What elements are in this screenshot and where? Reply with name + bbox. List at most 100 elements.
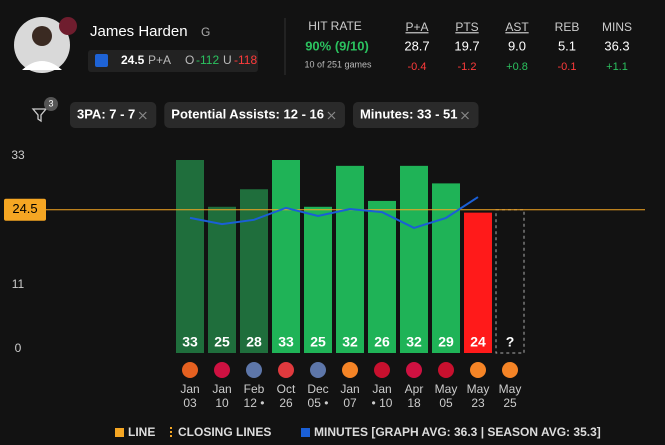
filter-chip-label: Potential Assists: 12 - 16 bbox=[171, 106, 324, 121]
opponent-logo bbox=[246, 362, 262, 378]
under-label: U bbox=[223, 53, 232, 67]
x-tick-label: 26 bbox=[279, 396, 293, 410]
stat-diff: +1.1 bbox=[606, 61, 628, 73]
opponent-logo bbox=[470, 362, 486, 378]
filter-chip-label: 3PA: 7 - 7 bbox=[77, 106, 135, 121]
x-tick-label: Jan bbox=[372, 382, 391, 396]
stat-value: 28.7 bbox=[404, 38, 429, 53]
stat-diff: -1.2 bbox=[458, 61, 477, 73]
legend-line[interactable]: LINE bbox=[128, 425, 155, 439]
hit-rate-value: 90% (9/10) bbox=[305, 38, 369, 53]
bar[interactable] bbox=[432, 183, 460, 353]
opponent-logo bbox=[438, 362, 454, 378]
stat-name: MINS bbox=[602, 20, 632, 34]
stat-name[interactable]: AST bbox=[505, 20, 529, 34]
bar-value-label: 33 bbox=[278, 334, 294, 350]
stat-value: 19.7 bbox=[454, 38, 479, 53]
player-position: G bbox=[201, 25, 210, 39]
opponent-logo bbox=[182, 362, 198, 378]
x-tick-label: 07 bbox=[343, 396, 357, 410]
filter-count-badge bbox=[44, 97, 58, 111]
opponent-logo bbox=[342, 362, 358, 378]
chip-remove[interactable] bbox=[138, 111, 147, 120]
minutes-line bbox=[189, 196, 479, 230]
bar-value-label: ? bbox=[506, 334, 515, 350]
x-tick-label: 10 bbox=[215, 396, 229, 410]
filter-icon[interactable] bbox=[31, 108, 48, 123]
opponent-logo bbox=[310, 362, 326, 378]
stat-value: 5.1 bbox=[558, 38, 576, 53]
y-tick-label: 0 bbox=[15, 341, 22, 355]
filter-chip[interactable] bbox=[164, 102, 345, 128]
stat-diff: +0.8 bbox=[506, 61, 528, 73]
bar-value-label: 28 bbox=[246, 334, 262, 350]
filter-chip[interactable] bbox=[70, 102, 157, 128]
stat-name[interactable]: P+A bbox=[405, 20, 428, 34]
legend-line-swatch bbox=[115, 428, 124, 437]
filter-count: 3 bbox=[48, 98, 53, 108]
bar[interactable] bbox=[240, 189, 268, 353]
x-tick-label: 12 • bbox=[244, 396, 265, 410]
opponent-logo bbox=[374, 362, 390, 378]
x-tick-label: • 10 bbox=[372, 396, 393, 410]
x-tick-label: Feb bbox=[244, 382, 265, 396]
x-tick-label: Jan bbox=[340, 382, 359, 396]
legend-minutes[interactable]: MINUTES [GRAPH AVG: 36.3 | SEASON AVG: 3… bbox=[314, 425, 601, 439]
bar[interactable] bbox=[464, 212, 492, 353]
line-label-box bbox=[4, 198, 46, 221]
x-tick-label: 05 bbox=[439, 396, 453, 410]
chip-remove[interactable] bbox=[461, 111, 469, 120]
stat-value: 36.3 bbox=[604, 38, 629, 53]
bar-value-label: 33 bbox=[182, 334, 198, 350]
team-logo bbox=[59, 17, 77, 35]
x-tick-label: Oct bbox=[277, 382, 296, 396]
x-tick-label: May bbox=[499, 382, 522, 396]
bar-value-label: 32 bbox=[342, 334, 358, 350]
bar[interactable] bbox=[336, 165, 364, 353]
chip-remove[interactable] bbox=[327, 111, 336, 120]
bar-value-label: 25 bbox=[214, 334, 230, 350]
y-tick-label: 11 bbox=[12, 277, 25, 291]
x-tick-label: Apr bbox=[405, 382, 424, 396]
bar-value-label: 29 bbox=[438, 334, 454, 350]
x-tick-label: Dec bbox=[307, 382, 328, 396]
hit-rate-games: 10 of 251 games bbox=[304, 59, 372, 69]
stat-diff: -0.1 bbox=[558, 61, 577, 73]
x-tick-label: May bbox=[435, 382, 458, 396]
x-tick-label: 23 bbox=[471, 396, 485, 410]
opponent-logo bbox=[502, 362, 518, 378]
bar[interactable] bbox=[176, 160, 204, 353]
avatar-shirt bbox=[22, 61, 62, 70]
odds-badge[interactable] bbox=[88, 50, 258, 72]
legend-closing[interactable]: CLOSING LINES bbox=[178, 425, 271, 439]
bar[interactable] bbox=[400, 165, 428, 353]
stat-diff: -0.4 bbox=[408, 61, 427, 73]
player-name: James Harden bbox=[90, 23, 188, 40]
stat-name[interactable]: PTS bbox=[455, 20, 478, 34]
bar-value-label: 24 bbox=[470, 334, 486, 350]
filter-chip[interactable] bbox=[352, 102, 479, 128]
x-tick-label: May bbox=[467, 382, 490, 396]
line-value: 24.5 bbox=[121, 53, 145, 67]
opponent-logo bbox=[214, 362, 230, 378]
filter-chip-label: Minutes: 33 - 51 bbox=[360, 106, 458, 121]
under-odds: -118 bbox=[234, 53, 257, 67]
bar-value-label: 32 bbox=[406, 334, 422, 350]
bar-value-label: 26 bbox=[374, 334, 390, 350]
bar[interactable] bbox=[272, 160, 300, 353]
bar[interactable] bbox=[208, 206, 236, 353]
bar-value-label: 25 bbox=[310, 334, 326, 350]
opponent-logo bbox=[278, 362, 294, 378]
bar[interactable] bbox=[304, 206, 332, 353]
x-tick-label: 25 bbox=[503, 396, 517, 410]
opponent-logo bbox=[406, 362, 422, 378]
x-tick-label: 18 bbox=[407, 396, 421, 410]
x-tick-label: 05 • bbox=[308, 396, 329, 410]
avatar-head bbox=[32, 26, 52, 46]
pending-bar bbox=[495, 209, 525, 354]
hit-rate-label: HIT RATE bbox=[308, 19, 362, 33]
x-tick-label: 03 bbox=[183, 396, 197, 410]
bar[interactable] bbox=[368, 200, 396, 353]
